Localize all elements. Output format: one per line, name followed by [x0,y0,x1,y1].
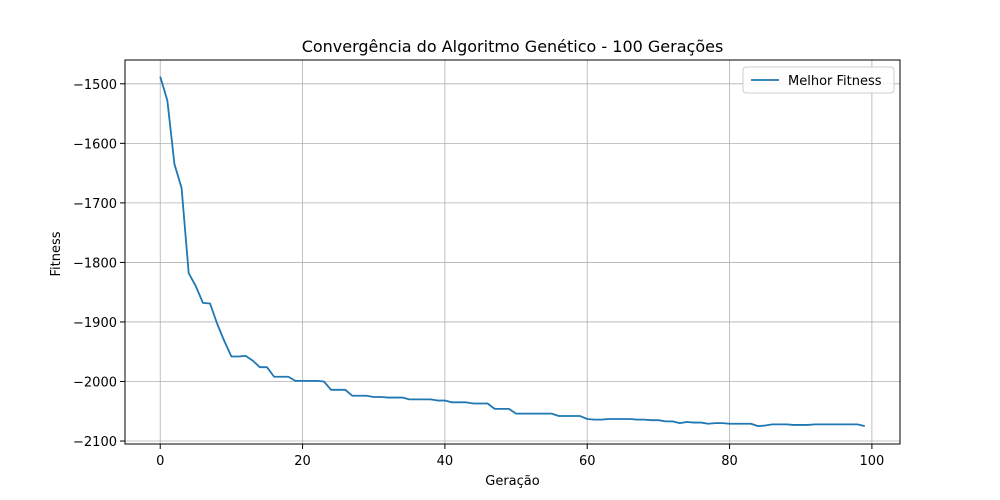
legend: Melhor Fitness [742,66,895,94]
x-axis-ticks: 0 20 40 60 80 100 [156,444,884,469]
legend-box [742,66,895,94]
y-tick-label: −1900 [73,316,117,331]
y-axis-title: Fitness [49,231,64,276]
x-tick-label: 40 [437,454,454,469]
x-tick-label: 80 [721,454,738,469]
x-tick-label: 60 [579,454,596,469]
y-tick-label: −1600 [73,137,117,152]
series-line-0 [159,76,865,428]
y-tick-label: −1700 [73,197,117,212]
x-axis-title: Geração [485,474,539,489]
y-tick-label: −2000 [73,375,117,390]
y-axis-ticks: −1500 −1600 −1700 −1800 −1900 −2000 −2100 [73,78,125,450]
grid [125,60,900,444]
x-tick-label: 20 [294,454,311,469]
y-tick-label: −1500 [73,78,117,93]
series-layer [159,76,865,428]
legend-label: Melhor Fitness [788,74,882,89]
x-tick-label: 100 [859,454,884,469]
plot-frame [124,59,901,445]
x-tick-label: 0 [156,454,164,469]
chart-title: Convergência do Algoritmo Genético - 100… [302,37,724,56]
y-tick-label: −2100 [73,435,117,450]
y-tick-label: −1800 [73,256,117,271]
